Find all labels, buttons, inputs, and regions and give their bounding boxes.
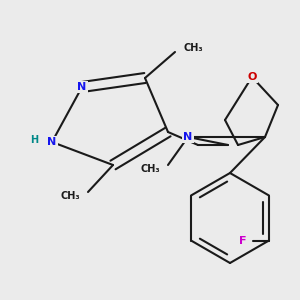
Text: N: N <box>183 132 193 142</box>
Text: CH₃: CH₃ <box>183 43 203 53</box>
Text: F: F <box>239 236 247 245</box>
Text: CH₃: CH₃ <box>60 191 80 201</box>
Text: O: O <box>247 72 257 82</box>
Text: H: H <box>30 135 38 145</box>
Text: N: N <box>77 82 87 92</box>
Text: N: N <box>47 137 57 147</box>
Text: CH₃: CH₃ <box>140 164 160 174</box>
